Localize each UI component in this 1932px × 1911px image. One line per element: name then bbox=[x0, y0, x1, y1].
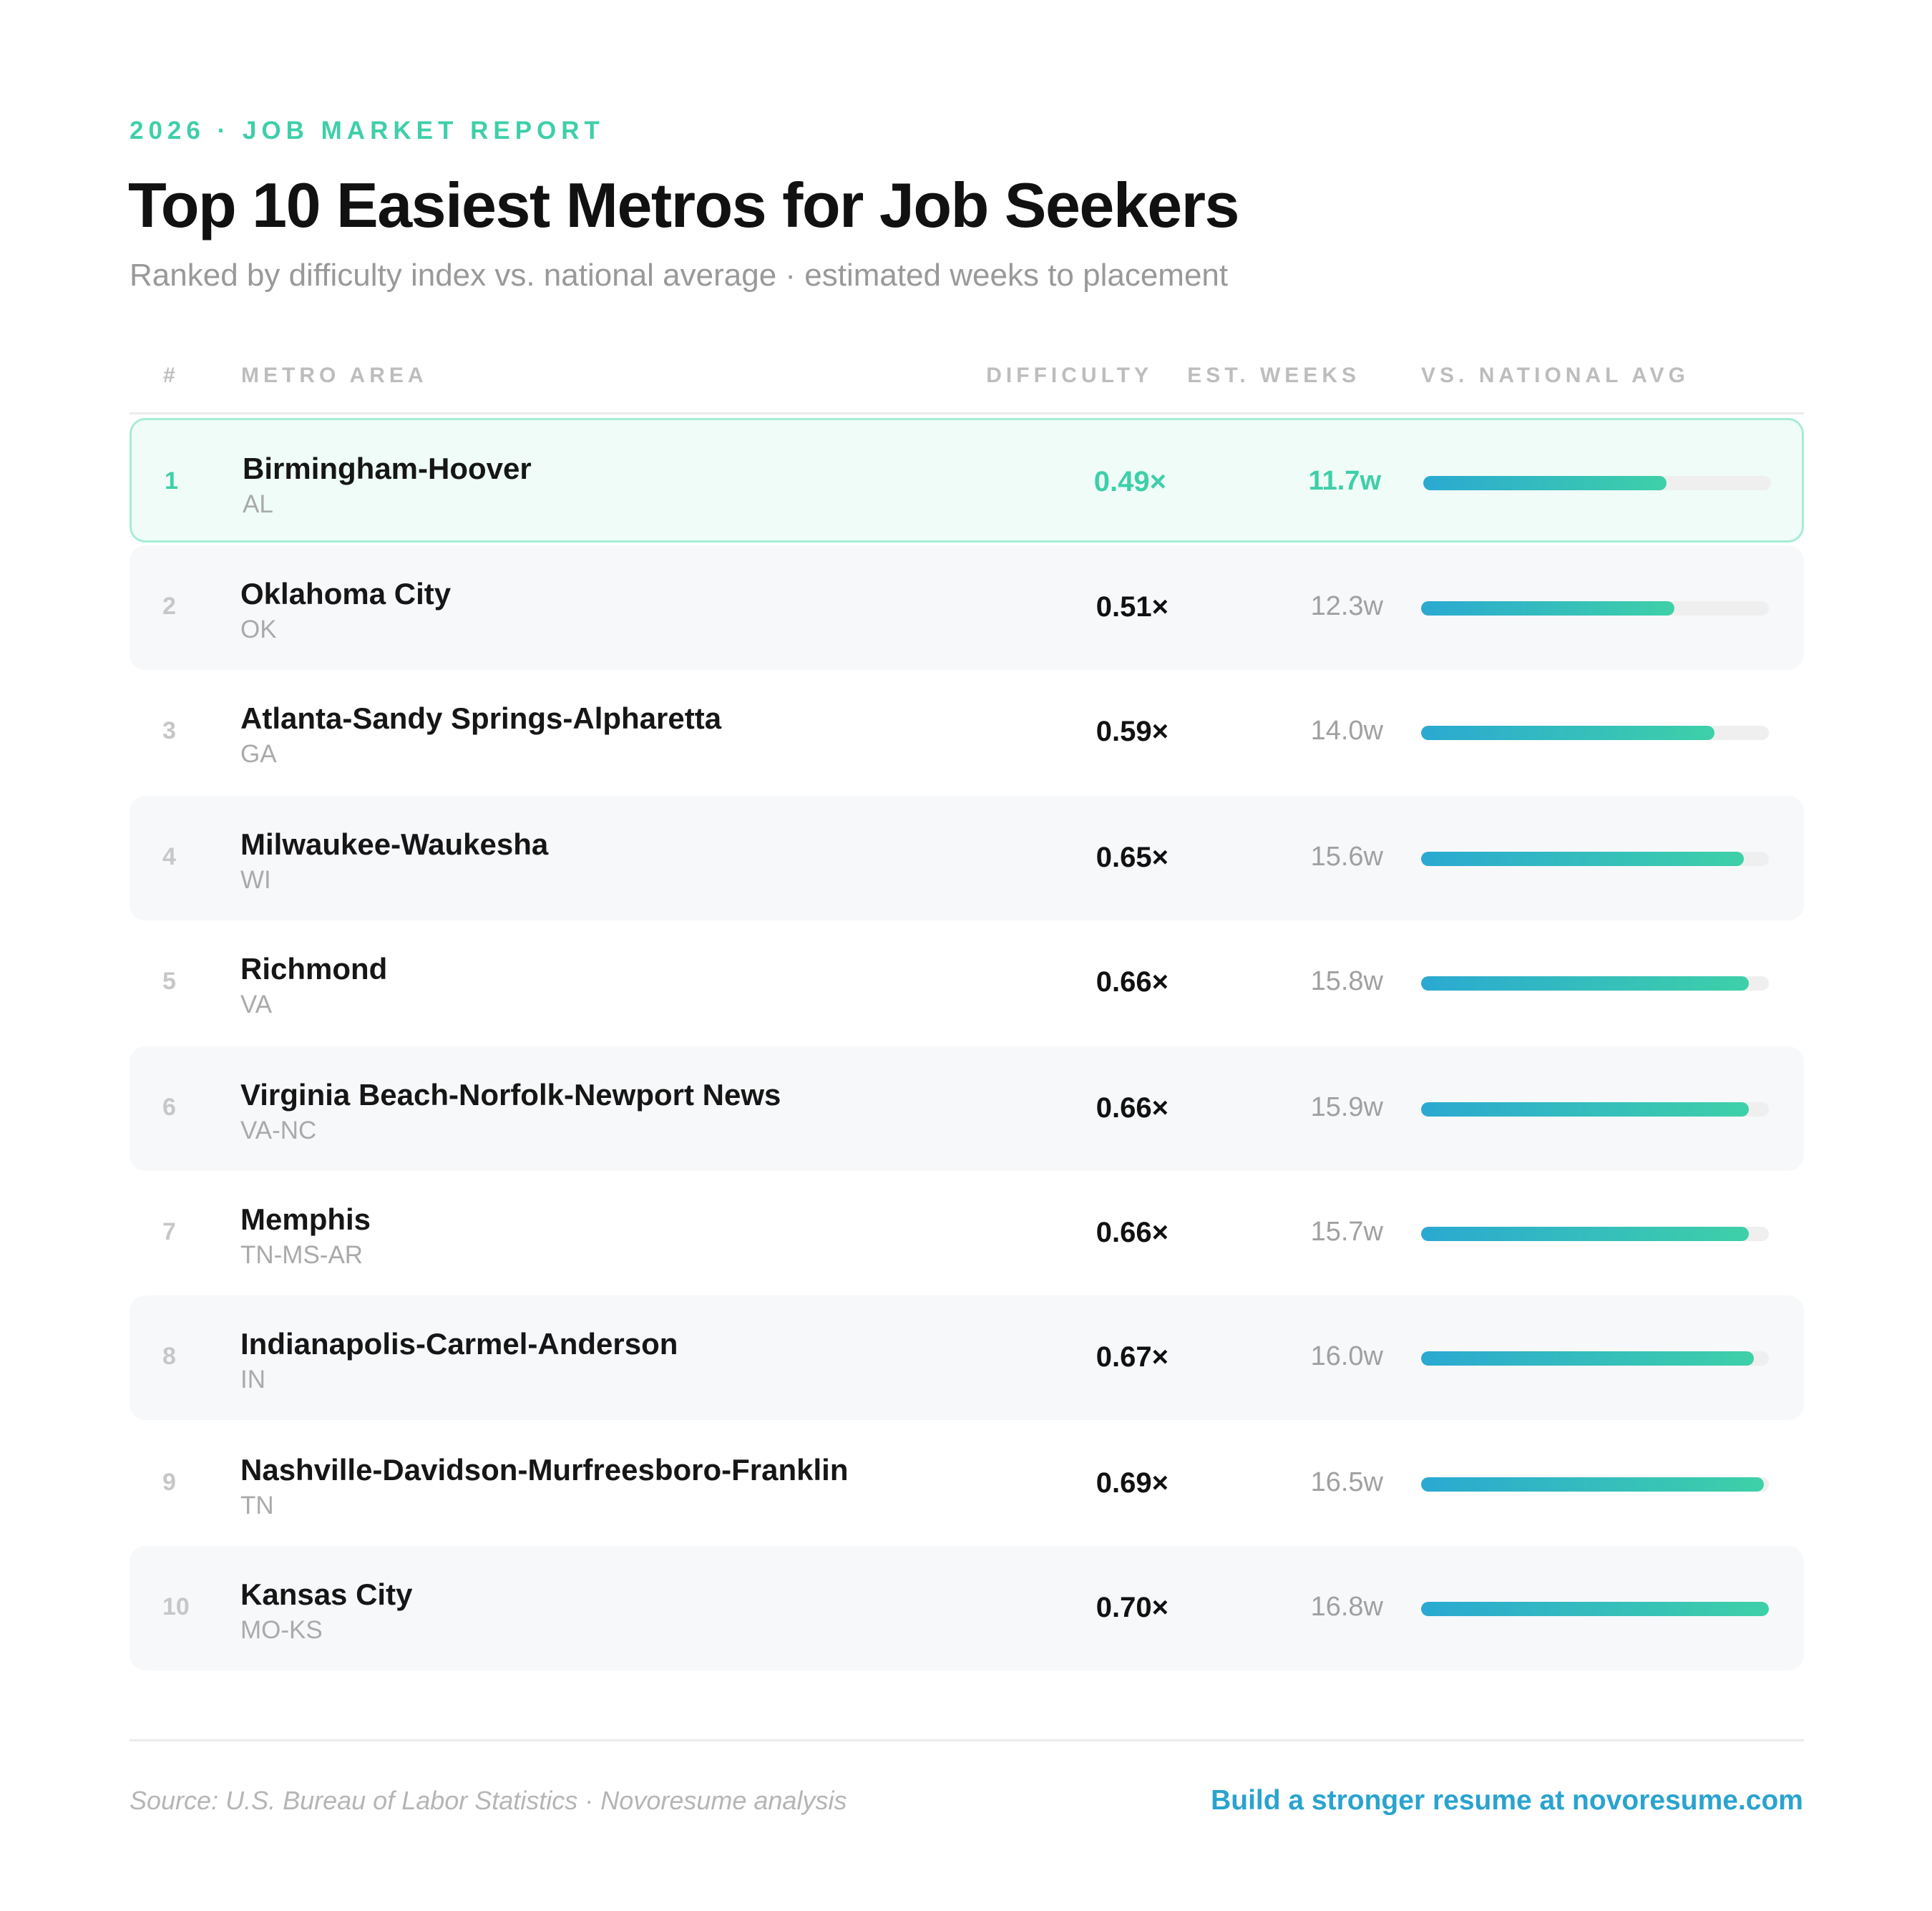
column-header-weeks: EST. WEEKS bbox=[1187, 364, 1360, 387]
row-bar-track bbox=[1421, 1227, 1769, 1241]
row-weeks: 16.8w bbox=[1310, 1592, 1383, 1622]
row-metro-name: Atlanta-Sandy Springs-Alpharetta bbox=[240, 701, 722, 735]
column-header-vs-national: VS. NATIONAL AVG bbox=[1421, 364, 1689, 387]
row-bar-fill bbox=[1423, 476, 1667, 490]
row-rank: 1 bbox=[165, 467, 178, 495]
row-bar-fill bbox=[1421, 852, 1745, 866]
row-bar-track bbox=[1421, 726, 1769, 740]
row-rank: 5 bbox=[162, 968, 176, 995]
row-weeks: 15.9w bbox=[1310, 1092, 1383, 1122]
table-row: 9 Nashville-Davidson-Murfreesboro-Frankli… bbox=[130, 1421, 1804, 1546]
row-bar-fill bbox=[1421, 1477, 1765, 1492]
row-rank: 4 bbox=[162, 843, 176, 870]
row-weeks: 16.0w bbox=[1310, 1341, 1383, 1371]
row-metro-name: Nashville-Davidson-Murfreesboro-Franklin bbox=[240, 1453, 849, 1487]
row-metro-name: Oklahoma City bbox=[240, 577, 452, 611]
row-bar-fill bbox=[1421, 1227, 1750, 1241]
row-bar-fill bbox=[1421, 976, 1750, 991]
row-bar-track bbox=[1421, 852, 1769, 866]
row-bar-track bbox=[1421, 1477, 1769, 1492]
column-header-difficulty: DIFFICULTY bbox=[986, 364, 1153, 387]
row-bar-track bbox=[1421, 1602, 1769, 1616]
row-state: GA bbox=[240, 740, 277, 768]
row-metro-name: Kansas City bbox=[240, 1577, 413, 1611]
row-rank: 3 bbox=[162, 717, 176, 744]
table-row: 7 Memphis TN-MS-AR 0.66× 15.7w bbox=[130, 1171, 1804, 1295]
row-weeks: 14.0w bbox=[1310, 716, 1383, 746]
source-note: Source: U.S. Bureau of Labor Statistics … bbox=[130, 1786, 847, 1815]
column-header-rank: # bbox=[163, 364, 180, 387]
row-difficulty: 0.65× bbox=[1096, 842, 1169, 873]
footer-divider bbox=[130, 1739, 1804, 1741]
row-state: AL bbox=[243, 490, 273, 518]
row-difficulty: 0.49× bbox=[1093, 466, 1166, 497]
row-difficulty: 0.59× bbox=[1096, 716, 1169, 747]
row-bar-fill bbox=[1421, 726, 1714, 740]
table-row: 4 Milwaukee-Waukesha WI 0.65× 15.6w bbox=[130, 796, 1804, 920]
row-bar-track bbox=[1421, 1102, 1769, 1117]
row-state: OK bbox=[240, 616, 277, 643]
chart-title: Top 10 Easiest Metros for Job Seekers bbox=[128, 170, 1239, 240]
row-weeks: 12.3w bbox=[1310, 591, 1383, 621]
row-difficulty: 0.67× bbox=[1096, 1341, 1169, 1373]
row-bar-track bbox=[1421, 976, 1769, 991]
row-state: WI bbox=[240, 866, 271, 894]
table-header: # METRO AREA DIFFICULTY EST. WEEKS VS. N… bbox=[130, 358, 1804, 414]
row-metro-name: Birmingham-Hoover bbox=[243, 452, 532, 485]
row-rank: 7 bbox=[162, 1218, 176, 1245]
row-state: TN bbox=[240, 1492, 274, 1519]
row-difficulty: 0.66× bbox=[1096, 966, 1169, 998]
row-weeks: 15.8w bbox=[1310, 966, 1383, 996]
table-row: 5 Richmond VA 0.66× 15.8w bbox=[130, 920, 1804, 1045]
table-row: 1 Birmingham-Hoover AL 0.49× 11.7w bbox=[130, 418, 1804, 543]
row-weeks: 15.7w bbox=[1310, 1217, 1383, 1247]
row-metro-name: Indianapolis-Carmel-Anderson bbox=[240, 1327, 678, 1361]
row-bar-track bbox=[1421, 601, 1769, 616]
row-bar-fill bbox=[1421, 601, 1675, 616]
row-difficulty: 0.66× bbox=[1096, 1217, 1169, 1248]
row-rank: 2 bbox=[162, 593, 176, 620]
row-state: MO-KS bbox=[240, 1616, 323, 1644]
table-row: 8 Indianapolis-Carmel-Anderson IN 0.67× 16.0… bbox=[130, 1295, 1804, 1420]
table-row: 10 Kansas City MO-KS 0.70× 16.8w bbox=[130, 1546, 1804, 1671]
cta-link[interactable]: Build a stronger resume at novoresume.co… bbox=[1211, 1785, 1803, 1816]
row-difficulty: 0.70× bbox=[1096, 1592, 1169, 1623]
row-rank: 10 bbox=[162, 1593, 190, 1620]
row-bar-fill bbox=[1421, 1602, 1769, 1616]
row-bar-fill bbox=[1421, 1351, 1755, 1366]
row-state: VA bbox=[240, 991, 273, 1018]
row-metro-name: Richmond bbox=[240, 952, 388, 986]
row-weeks: 16.5w bbox=[1310, 1467, 1383, 1497]
row-bar-track bbox=[1421, 1351, 1769, 1366]
row-weeks: 15.6w bbox=[1310, 842, 1383, 872]
row-metro-name: Milwaukee-Waukesha bbox=[240, 827, 549, 861]
row-metro-name: Virginia Beach-Norfolk-Newport News bbox=[240, 1078, 781, 1112]
report-eyebrow: 2026 · JOB MARKET REPORT bbox=[130, 117, 605, 145]
row-state: TN-MS-AR bbox=[240, 1241, 364, 1269]
row-difficulty: 0.69× bbox=[1096, 1467, 1169, 1499]
row-difficulty: 0.66× bbox=[1096, 1092, 1169, 1124]
row-rank: 8 bbox=[162, 1343, 176, 1370]
table-row: 2 Oklahoma City OK 0.51× 12.3w bbox=[130, 545, 1804, 670]
row-difficulty: 0.51× bbox=[1096, 591, 1169, 623]
column-header-metro: METRO AREA bbox=[241, 364, 428, 387]
table-row: 3 Atlanta-Sandy Springs-Alpharetta GA 0.59×… bbox=[130, 670, 1804, 794]
row-rank: 6 bbox=[162, 1094, 176, 1121]
chart-subtitle: Ranked by difficulty index vs. national … bbox=[130, 258, 1229, 293]
row-weeks: 11.7w bbox=[1308, 466, 1381, 496]
row-bar-track bbox=[1423, 476, 1771, 490]
row-bar-fill bbox=[1421, 1102, 1750, 1117]
row-metro-name: Memphis bbox=[240, 1202, 371, 1236]
row-state: IN bbox=[240, 1366, 265, 1394]
row-state: VA-NC bbox=[240, 1117, 317, 1144]
row-rank: 9 bbox=[162, 1469, 176, 1496]
table-row: 6 Virginia Beach-Norfolk-Newport News VA-N… bbox=[130, 1046, 1804, 1171]
